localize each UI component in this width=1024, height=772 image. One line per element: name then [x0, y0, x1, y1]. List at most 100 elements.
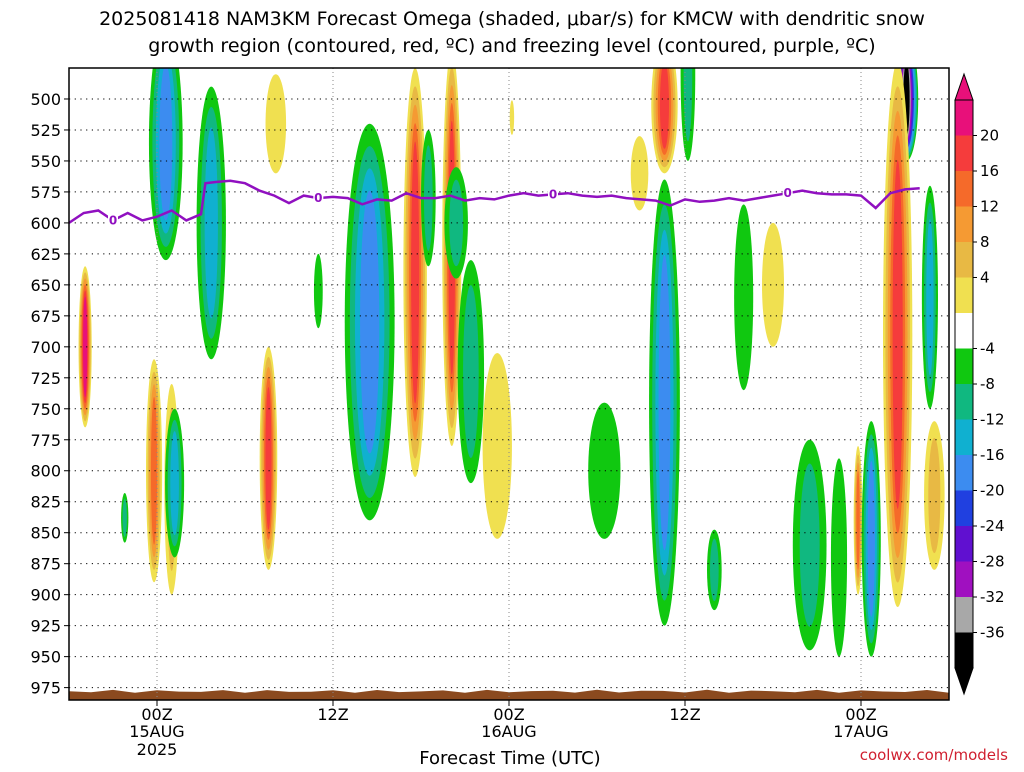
colorbar-swatch	[955, 455, 973, 491]
colorbar-label: 16	[980, 162, 999, 180]
omega-contour-band	[856, 471, 860, 570]
x-tick-date: 16AUG	[481, 722, 536, 741]
omega-contour-band	[928, 437, 941, 554]
omega-contour-band	[150, 396, 158, 545]
freezing-level-line	[69, 179, 920, 224]
colorbar-swatch	[955, 490, 973, 527]
freezing-level-label: 0	[314, 191, 322, 205]
freezing-level-label: 0	[783, 186, 791, 200]
omega-cell	[444, 167, 468, 279]
omega-cell	[762, 222, 784, 347]
omega-cell	[457, 260, 485, 484]
y-tick-label: 900	[30, 586, 61, 605]
omega-contour-band	[630, 136, 649, 211]
omega-cell	[921, 185, 939, 409]
omega-cell	[509, 100, 515, 135]
colorbar-swatch	[955, 597, 973, 633]
omega-shading-layer	[78, 68, 945, 657]
colorbar-label: 4	[980, 269, 990, 287]
ground-layer	[69, 689, 949, 700]
colorbar-label: -20	[980, 482, 1005, 500]
omega-contour-band	[710, 538, 719, 602]
omega-cell	[165, 408, 185, 558]
omega-contour-band	[265, 74, 287, 174]
omega-cell	[482, 353, 512, 539]
x-tick-label: 00Z	[141, 705, 172, 724]
omega-contour-band	[83, 296, 88, 398]
chart-title-line2: growth region (contoured, red, ºC) and f…	[148, 35, 875, 57]
omega-contour-band	[449, 179, 464, 267]
omega-contour-band	[482, 353, 512, 539]
y-tick-label: 550	[30, 152, 61, 171]
omega-cell	[265, 74, 287, 174]
omega-cell	[78, 266, 92, 428]
colorbar-label: -28	[980, 553, 1005, 571]
x-tick-date: 17AUG	[833, 722, 888, 741]
omega-cell	[649, 179, 680, 626]
omega-cell	[707, 529, 722, 611]
y-tick-label: 875	[30, 555, 61, 574]
colorbar-label: 20	[980, 127, 999, 145]
colorbar-swatch	[955, 348, 973, 385]
omega-cell	[861, 421, 881, 657]
colorbar-arrow-bottom	[954, 667, 974, 696]
y-tick-label: 950	[30, 648, 61, 667]
omega-cell	[588, 402, 621, 539]
omega-contour-band	[892, 159, 903, 509]
omega-contour-band	[204, 127, 218, 319]
omega-cell	[924, 421, 945, 570]
x-tick-label: 00Z	[493, 705, 524, 724]
colorbar-label: -12	[980, 411, 1005, 429]
y-tick-label: 625	[30, 245, 61, 264]
omega-cell	[792, 439, 827, 651]
y-tick-label: 650	[30, 276, 61, 295]
grid-layer	[69, 68, 949, 700]
colorbar-label: 8	[980, 233, 990, 251]
colorbar-label: -36	[980, 624, 1005, 642]
omega-cell	[344, 123, 395, 521]
y-tick-label: 825	[30, 493, 61, 512]
colorbar-label: 12	[980, 198, 999, 216]
omega-cell	[883, 68, 913, 607]
omega-contour-band	[799, 463, 820, 627]
x-tick-year: 2025	[137, 740, 178, 759]
y-tick-label: 850	[30, 524, 61, 543]
y-tick-label: 800	[30, 462, 61, 481]
x-tick-date: 15AUG	[129, 722, 184, 741]
colorbar-swatch	[955, 561, 973, 598]
colorbar-swatch	[955, 206, 973, 243]
chart-title-line1: 2025081418 NAM3KM Forecast Omega (shaded…	[99, 8, 925, 30]
colorbar-label: -16	[980, 446, 1005, 464]
credit-text: coolwx.com/models	[860, 746, 1008, 764]
omega-cell	[734, 204, 754, 391]
y-axis: 500 525 550 575 600 625 650 675 700 725 750 775 800 8…	[30, 90, 69, 698]
colorbar: 20 16 12 8 4 -4 -8 -12 -16 -20 -24 -28 -32 -36	[954, 72, 1005, 696]
omega-contour-band	[734, 204, 754, 391]
omega-contour-band	[509, 100, 515, 135]
y-tick-label: 600	[30, 214, 61, 233]
omega-contour-band	[463, 285, 479, 459]
x-tick-label: 12Z	[669, 705, 700, 724]
colorbar-swatch	[955, 419, 973, 456]
omega-cell	[313, 253, 323, 329]
omega-contour-band	[360, 190, 380, 454]
omega-cell	[680, 68, 696, 161]
colorbar-label: -8	[980, 375, 995, 393]
y-tick-label: 925	[30, 617, 61, 636]
y-tick-label: 975	[30, 679, 61, 698]
y-tick-label: 525	[30, 121, 61, 140]
x-tick-label: 12Z	[317, 705, 348, 724]
omega-cell	[121, 493, 129, 543]
omega-contour-band	[659, 68, 670, 149]
ground-surface	[69, 689, 949, 700]
omega-contour-band	[159, 68, 173, 221]
freezing-level-label-bg	[548, 187, 558, 201]
omega-cell	[146, 359, 163, 583]
colorbar-swatch	[955, 277, 973, 314]
freezing-level-label: 0	[109, 213, 117, 227]
omega-contour-band	[830, 458, 848, 657]
omega-cell	[630, 136, 649, 211]
omega-contour-band	[867, 460, 875, 617]
colorbar-label: -4	[980, 340, 995, 358]
